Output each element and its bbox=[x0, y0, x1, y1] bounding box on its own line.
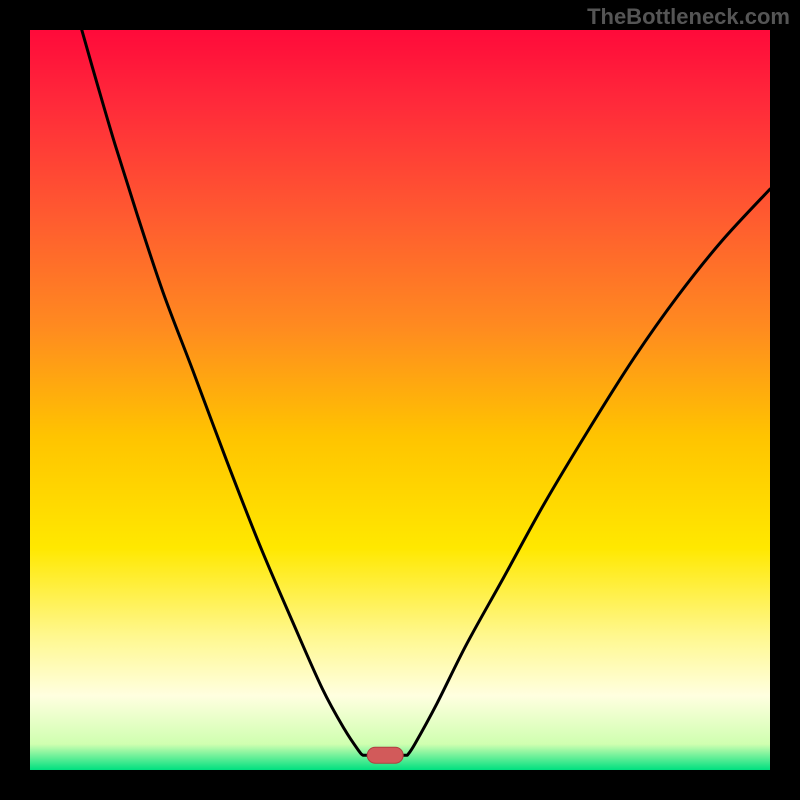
plot-area bbox=[30, 30, 770, 770]
bottleneck-chart-svg bbox=[0, 0, 800, 800]
optimum-marker bbox=[367, 747, 403, 763]
chart-container: TheBottleneck.com bbox=[0, 0, 800, 800]
watermark-text: TheBottleneck.com bbox=[587, 4, 790, 30]
